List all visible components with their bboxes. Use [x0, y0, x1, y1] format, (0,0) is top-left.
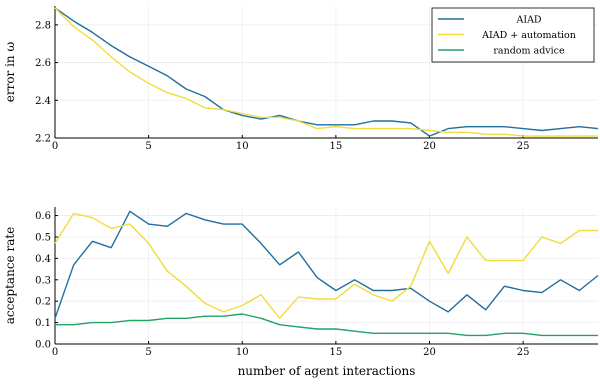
legend-label: AIAD + automation: [481, 30, 576, 41]
legend: AIAD AIAD + automation random advice: [431, 7, 595, 63]
x-tick-label: 10: [236, 141, 249, 152]
y-tick-label: 2.2: [35, 134, 51, 145]
x-tick-label: 25: [517, 347, 530, 358]
y-tick-label: 0.6: [35, 211, 51, 222]
y-tick-label: 0.0: [35, 340, 51, 351]
y-tick-label: 2.4: [35, 96, 51, 107]
x-tick-label: 0: [52, 141, 58, 152]
x-axis-title: number of agent interactions: [238, 364, 416, 378]
y-tick-label: 0.4: [35, 254, 51, 265]
x-tick-label: 0: [52, 347, 58, 358]
x-tick-label: 20: [423, 347, 436, 358]
y-tick-label: 0.2: [35, 297, 51, 308]
series-line-aiad: [54, 7, 599, 137]
y-tick-label: 0.1: [35, 318, 51, 329]
y-tick-label: 2.6: [35, 58, 51, 69]
x-tick-label: 15: [329, 141, 342, 152]
x-tick-label: 20: [423, 141, 436, 152]
y-axis-title: error in ω: [3, 42, 17, 103]
legend-label: AIAD: [515, 15, 541, 26]
series-line-random-advice: [55, 313, 598, 337]
legend-label: random advice: [493, 46, 565, 57]
chart-panel-2: 0 5 10 15 20 25 0.0 0.1 0.2 0.3 0.4 0.5 0.6 acceptanc…: [3, 207, 599, 378]
y-tick-label: 2.8: [35, 20, 51, 31]
x-tick-label: 5: [145, 347, 151, 358]
y-tick-label: 0.3: [35, 275, 51, 286]
series-line-aiad: [54, 210, 599, 319]
x-tick-label: 5: [145, 141, 151, 152]
y-axis-title: acceptance rate: [3, 227, 17, 325]
y-tick-label: 0.5: [35, 232, 51, 243]
x-tick-label: 25: [517, 141, 530, 152]
x-tick-label: 10: [236, 347, 249, 358]
series-line-aiad-automation: [54, 212, 598, 319]
x-tick-label: 15: [329, 347, 342, 358]
series-line-aiad-automation: [54, 7, 598, 137]
